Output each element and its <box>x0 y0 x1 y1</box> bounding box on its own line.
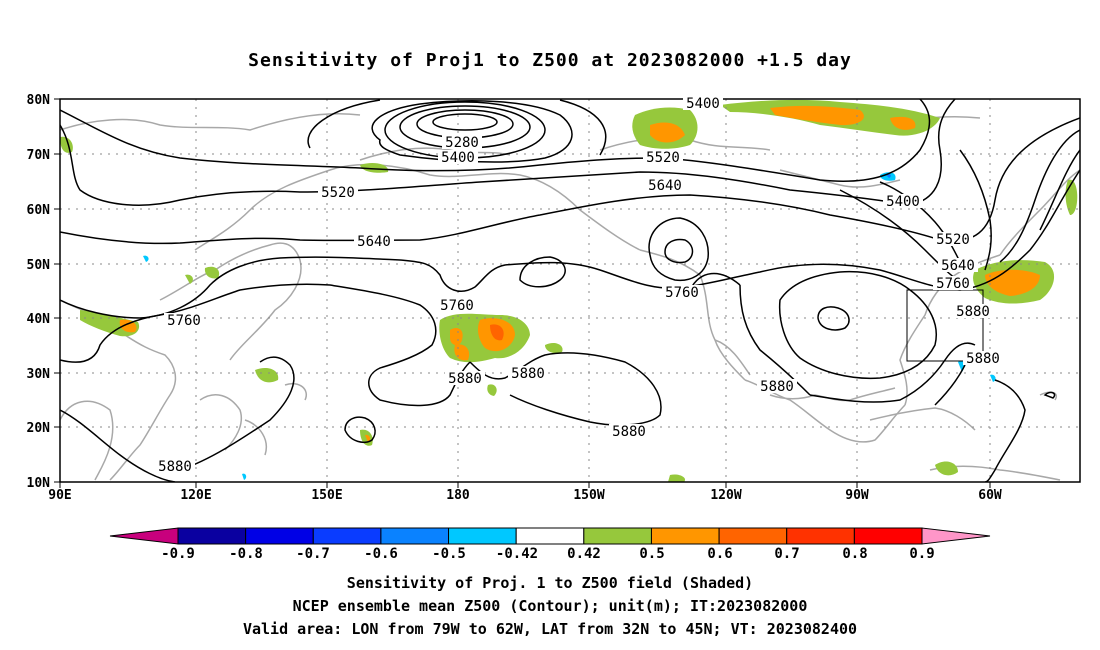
lat-label: 30N <box>27 367 51 382</box>
lon-label: 90E <box>48 488 71 503</box>
contour-label: 5400 <box>686 96 720 112</box>
lon-label: 150W <box>573 488 604 503</box>
lon-label: 120E <box>180 488 211 503</box>
lat-label: 10N <box>27 476 51 491</box>
colorbar-cell <box>583 527 652 545</box>
lat-label: 60N <box>27 203 51 218</box>
lon-label: 90W <box>845 488 869 503</box>
caption-line-1: Sensitivity of Proj. 1 to Z500 field (Sh… <box>346 574 754 592</box>
contour-label: 5520 <box>646 150 680 166</box>
colorbar-label: 0.6 <box>707 546 732 562</box>
axis-ticks <box>54 98 991 488</box>
colorbar-cell <box>718 527 788 545</box>
colorbar-cell <box>177 527 247 545</box>
contour-label: 5640 <box>941 258 975 274</box>
contour-label: 5760 <box>440 298 474 314</box>
lon-label: 60W <box>978 488 1002 503</box>
contour-label: 5760 <box>167 313 201 329</box>
contour-label: 5640 <box>648 178 682 194</box>
contour-label: 5400 <box>886 194 920 210</box>
colorbar-label: -0.8 <box>229 546 263 562</box>
colorbar-label: -0.9 <box>161 546 195 562</box>
contour-label: 5880 <box>448 371 482 387</box>
colorbar-label: -0.7 <box>296 546 330 562</box>
sensitivity-shading <box>60 99 1078 482</box>
gridlines <box>60 99 1080 482</box>
contour-label: 5880 <box>956 304 990 320</box>
caption-line-3: Valid area: LON from 79W to 62W, LAT fro… <box>242 620 858 638</box>
lat-label: 70N <box>27 148 51 163</box>
colorbar-cell <box>853 527 923 545</box>
z500-contours <box>60 99 1080 482</box>
caption-line-2: NCEP ensemble mean Z500 (Contour); unit(… <box>292 597 808 615</box>
colorbar-cells <box>177 527 923 545</box>
lat-label: 40N <box>27 312 51 327</box>
colorbar-cell <box>786 527 855 545</box>
contour-label: 5880 <box>760 379 794 395</box>
contour-label: 5280 <box>445 135 479 151</box>
colorbar-left-triangle <box>109 527 179 545</box>
colorbar-cell <box>448 527 517 545</box>
chart-title: Sensitivity of Proj1 to Z500 at 20230820… <box>248 50 852 71</box>
lat-label: 50N <box>27 258 51 273</box>
lon-label: 180 <box>446 488 470 503</box>
colorbar-cell <box>380 527 450 545</box>
colorbar-cell <box>312 527 382 545</box>
contour-label: 5760 <box>665 285 699 301</box>
contour-label: 5880 <box>511 366 545 382</box>
colorbar-label: 0.8 <box>842 546 867 562</box>
lon-label: 120W <box>710 488 741 503</box>
colorbar-label: -0.6 <box>364 546 398 562</box>
colorbar-label: -0.42 <box>496 546 538 562</box>
plot-frame <box>59 98 1081 483</box>
colorbar-label: -0.5 <box>432 546 466 562</box>
contour-label: 5640 <box>357 234 391 250</box>
contour-label: 5880 <box>158 459 192 475</box>
contour-label: 5400 <box>441 150 475 166</box>
colorbar-cell <box>245 527 314 545</box>
colorbar-right-triangle <box>921 527 991 545</box>
contour-label: 5520 <box>936 232 970 248</box>
colorbar-cell <box>650 527 720 545</box>
lat-label: 20N <box>27 421 51 436</box>
contour-label: 5880 <box>966 351 1000 367</box>
colorbar <box>109 527 991 545</box>
coastlines <box>60 112 1080 481</box>
colorbar-label: 0.42 <box>567 546 601 562</box>
contour-label: 5520 <box>321 185 355 201</box>
colorbar-label: 0.5 <box>639 546 664 562</box>
colorbar-cell <box>515 527 585 545</box>
lat-label: 80N <box>27 93 51 108</box>
colorbar-label: 0.9 <box>909 546 934 562</box>
contour-label: 5760 <box>936 276 970 292</box>
contour-label: 5880 <box>612 424 646 440</box>
lon-label: 150E <box>311 488 342 503</box>
colorbar-label: 0.7 <box>774 546 799 562</box>
